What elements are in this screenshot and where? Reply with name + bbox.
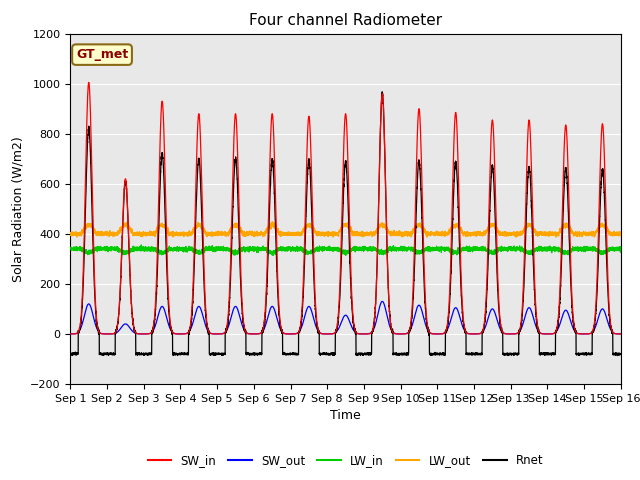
LW_out [512,234,520,240]
Line: LW_out: LW_out [70,222,621,237]
SW_in [179,331,186,337]
LW_in [138,242,145,248]
Rnet [184,351,192,357]
Title: Four channel Radiometer: Four channel Radiometer [249,13,442,28]
LW_out [268,219,276,225]
LW_in [269,252,277,258]
LW_out [422,228,429,234]
LW_in [617,247,625,252]
LW_in [422,246,429,252]
SW_out [422,322,429,328]
LW_in [615,244,623,250]
Rnet [273,255,280,261]
Rnet [179,350,186,356]
LW_in [179,247,186,252]
SW_in [67,331,74,337]
SW_out [184,330,192,336]
Line: SW_in: SW_in [70,83,621,334]
SW_out [617,331,625,337]
LW_out [273,226,280,231]
SW_out [179,331,186,337]
SW_in [273,239,280,245]
Y-axis label: Solar Radiation (W/m2): Solar Radiation (W/m2) [12,136,24,282]
LW_in [67,245,74,251]
LW_in [184,246,192,252]
SW_in [85,80,93,85]
SW_out [378,299,386,304]
Rnet [422,306,429,312]
SW_out [273,314,280,320]
Line: Rnet: Rnet [70,92,621,356]
SW_out [103,331,111,337]
Rnet [67,351,74,357]
Text: GT_met: GT_met [76,48,128,61]
LW_out [500,232,508,238]
SW_out [67,331,74,337]
Rnet [614,353,621,359]
SW_in [422,301,429,307]
X-axis label: Time: Time [330,409,361,422]
Legend: SW_in, SW_out, LW_in, LW_out, Rnet: SW_in, SW_out, LW_in, LW_out, Rnet [143,449,548,472]
Rnet [617,351,625,357]
Line: LW_in: LW_in [70,245,621,255]
Rnet [615,352,623,358]
Line: SW_out: SW_out [70,301,621,334]
LW_out [617,231,625,237]
LW_out [184,232,192,238]
SW_out [615,331,623,337]
LW_in [500,246,508,252]
LW_out [615,231,623,237]
SW_in [617,331,625,337]
LW_in [273,249,280,255]
SW_in [500,331,508,336]
SW_in [103,331,111,337]
SW_in [184,330,192,336]
SW_out [500,330,508,336]
Rnet [378,89,386,95]
Rnet [500,351,508,357]
LW_out [179,232,186,238]
SW_in [615,331,623,337]
LW_out [67,231,74,237]
